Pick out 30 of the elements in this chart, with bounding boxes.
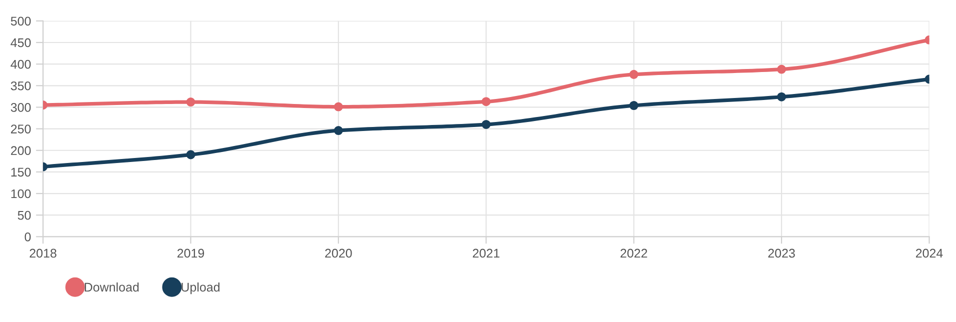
point	[186, 150, 196, 160]
point	[629, 100, 638, 110]
y-tick-label: 100	[11, 189, 31, 198]
x-tick-label: 2022	[620, 248, 648, 258]
y-tick-label: 150	[11, 168, 31, 177]
point	[186, 98, 196, 107]
x-tick-label: 2019	[177, 248, 204, 258]
point	[777, 92, 786, 102]
point	[482, 97, 491, 106]
point	[482, 120, 491, 129]
y-tick-label: 300	[10, 103, 31, 112]
x-tick-label: 2021	[472, 248, 500, 258]
y-tick-label: 0	[24, 232, 31, 242]
y-tick-label: 500	[10, 16, 31, 26]
point	[334, 102, 343, 112]
y-tick-label: 400	[10, 60, 31, 69]
legend-label: Download	[84, 282, 139, 292]
y-tick-label: 350	[10, 81, 31, 90]
point	[334, 126, 343, 136]
x-tick-label: 2020	[325, 248, 352, 258]
y-tick-label: 250	[10, 124, 31, 134]
x-tick-label: 2023	[768, 248, 795, 258]
x-tick-label: 2024	[916, 248, 943, 258]
x-tick-label: 2018	[30, 248, 56, 258]
point	[629, 70, 638, 79]
legend-label: Upload	[182, 282, 220, 294]
y-tick-label: 50	[18, 210, 31, 220]
y-tick-label: 200	[10, 146, 31, 156]
y-tick-label: 450	[10, 38, 31, 48]
point	[777, 64, 786, 74]
